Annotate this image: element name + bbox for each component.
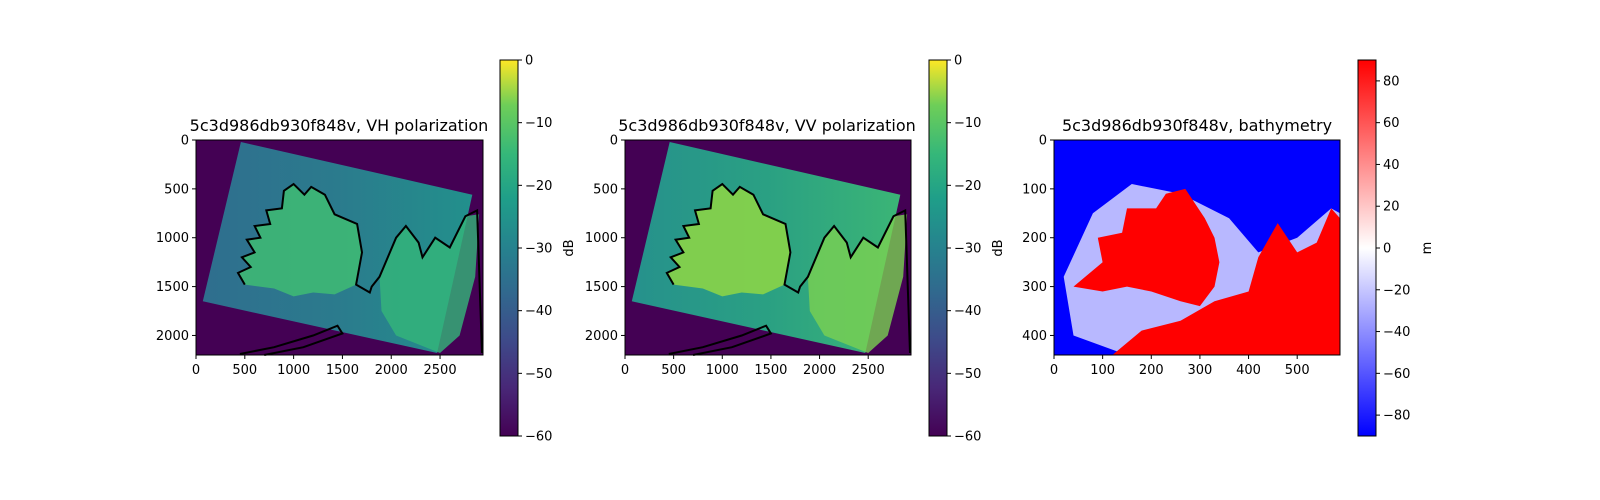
- land-area-east: [807, 214, 908, 353]
- bathymetry-axes-frame: [1053, 139, 1341, 356]
- vv-y-tick-label: 500: [593, 182, 618, 197]
- vv-y-tick-label: 1000: [585, 231, 618, 246]
- bathymetry-colorbar-tick-label: −20: [1383, 283, 1410, 298]
- bathymetry-colorbar-tick-label: −80: [1383, 409, 1410, 424]
- bathymetry-x-tick-label: 0: [1050, 363, 1058, 378]
- bathymetry-colorbar-tick-label: 40: [1383, 158, 1400, 173]
- bathymetry-x-tick-label: 400: [1236, 363, 1261, 378]
- vh-colorbar: [499, 59, 519, 437]
- vv-y-tick-label: 0: [610, 134, 618, 149]
- vv-colorbar-tick-label: −10: [954, 116, 981, 131]
- bathymetry-y-tick-label: 100: [1022, 182, 1047, 197]
- land-west: [1073, 188, 1220, 307]
- vh-colorbar-tick-label: −50: [525, 367, 552, 382]
- bathymetry-colorbar-tick-label: −60: [1383, 367, 1410, 382]
- vh-colorbar-tick-label: −20: [525, 179, 552, 194]
- bathymetry-y-tick-label: 400: [1022, 329, 1047, 344]
- vh-y-tick-label: 1000: [156, 231, 189, 246]
- vv-colorbar-label: dB: [991, 239, 1006, 256]
- bathymetry-colorbar-ticks: 80 60 40 20 0 −20 −40 −60 −80: [1376, 74, 1410, 424]
- vh-y-tick-label: 0: [181, 134, 189, 149]
- vh-colorbar-tick-label: −60: [525, 430, 552, 445]
- vv-colorbar-tick-label: −30: [954, 242, 981, 257]
- bathymetry-panel: 5c3d986db930f848v, bathymetry 0 100 200 300…: [1022, 59, 1435, 437]
- land-south-east: [1112, 208, 1340, 355]
- coastline-south: [668, 324, 773, 356]
- vv-colorbar-tick-label: −40: [954, 304, 981, 319]
- bathymetry-y-tick-label: 300: [1022, 280, 1047, 295]
- vv-x-tick-label: 1000: [706, 363, 739, 378]
- land-area-east: [379, 214, 480, 353]
- vh-colorbar-tick-label: −40: [525, 304, 552, 319]
- land-area-west: [666, 184, 791, 297]
- coastline-south: [239, 324, 344, 356]
- vh-y-tick-label: 500: [164, 182, 189, 197]
- vh-axes-frame: [195, 139, 484, 356]
- vv-x-tick-label: 500: [661, 363, 686, 378]
- bathymetry-title: 5c3d986db930f848v, bathymetry: [1062, 116, 1332, 135]
- vh-x-axis: 0 500 1000 1500 2000 2500: [192, 355, 457, 378]
- vh-colorbar-label: dB: [562, 239, 577, 256]
- vv-y-tick-label: 1500: [585, 280, 618, 295]
- vv-colorbar-ticks: 0 −10 −20 −30 −40 −50 −60: [947, 54, 981, 445]
- vv-colorbar-tick-label: −60: [954, 430, 981, 445]
- bathymetry-colorbar: [1357, 59, 1377, 437]
- vh-title: 5c3d986db930f848v, VH polarization: [190, 116, 489, 135]
- vh-x-tick-label: 2000: [375, 363, 408, 378]
- bathymetry-colorbar-label: m: [1420, 242, 1435, 255]
- vh-y-tick-label: 2000: [156, 329, 189, 344]
- bathymetry-x-tick-label: 300: [1188, 363, 1213, 378]
- bathymetry-y-tick-label: 200: [1022, 231, 1047, 246]
- vh-colorbar-tick-label: −30: [525, 242, 552, 257]
- bathymetry-colorbar-tick-label: −40: [1383, 325, 1410, 340]
- vv-x-tick-label: 2000: [803, 363, 836, 378]
- bathymetry-y-tick-label: 0: [1039, 134, 1047, 149]
- vv-data-layer: [631, 142, 911, 356]
- bathymetry-y-axis: 0 100 200 300 400: [1022, 134, 1054, 344]
- vh-x-tick-label: 2500: [424, 363, 457, 378]
- vv-y-axis: 0 500 1000 1500 2000: [585, 134, 625, 344]
- bathymetry-x-tick-label: 100: [1090, 363, 1115, 378]
- vh-x-tick-label: 1000: [277, 363, 310, 378]
- bathymetry-colorbar-tick-label: 60: [1383, 116, 1400, 131]
- vv-colorbar-tick-label: −50: [954, 367, 981, 382]
- vh-colorbar-tick-label: 0: [525, 54, 533, 69]
- bathymetry-colorbar-tick-label: 20: [1383, 200, 1400, 215]
- vv-title: 5c3d986db930f848v, VV polarization: [618, 116, 916, 135]
- vh-x-tick-label: 0: [192, 363, 200, 378]
- vv-x-tick-label: 1500: [754, 363, 787, 378]
- vh-x-tick-label: 1500: [326, 363, 359, 378]
- vv-colorbar-tick-label: 0: [954, 54, 962, 69]
- vh-colorbar-tick-label: −10: [525, 116, 552, 131]
- vh-data-layer: [202, 142, 483, 356]
- bathymetry-x-tick-label: 500: [1285, 363, 1310, 378]
- coastline: [665, 182, 911, 354]
- vv-y-tick-label: 2000: [585, 329, 618, 344]
- bathymetry-colorbar-tick-label: 0: [1383, 242, 1391, 257]
- vh-y-tick-label: 1500: [156, 280, 189, 295]
- vh-colorbar-ticks: 0 −10 −20 −30 −40 −50 −60: [518, 54, 552, 445]
- bathymetry-x-tick-label: 200: [1139, 363, 1164, 378]
- vv-x-tick-label: 2500: [852, 363, 885, 378]
- vv-colorbar-tick-label: −20: [954, 179, 981, 194]
- land-area-west: [238, 184, 362, 297]
- vv-colorbar: [928, 59, 948, 437]
- bathymetry-x-axis: 0 100 200 300 400 500: [1050, 355, 1310, 378]
- vv-x-tick-label: 0: [621, 363, 629, 378]
- coastline: [236, 182, 483, 354]
- bathymetry-colorbar-tick-label: 80: [1383, 74, 1400, 89]
- bathymetry-data-layer: [1063, 184, 1340, 355]
- vv-x-axis: 0 500 1000 1500 2000 2500: [621, 355, 885, 378]
- vh-x-tick-label: 500: [232, 363, 257, 378]
- vv-axes-frame: [624, 139, 912, 356]
- vh-panel: 5c3d986db930f848v, VH polarization 0 500 1…: [156, 54, 577, 445]
- vv-panel: 5c3d986db930f848v, VV polarization 0 500 1…: [585, 54, 1006, 445]
- vh-y-axis: 0 500 1000 1500 2000: [156, 134, 196, 344]
